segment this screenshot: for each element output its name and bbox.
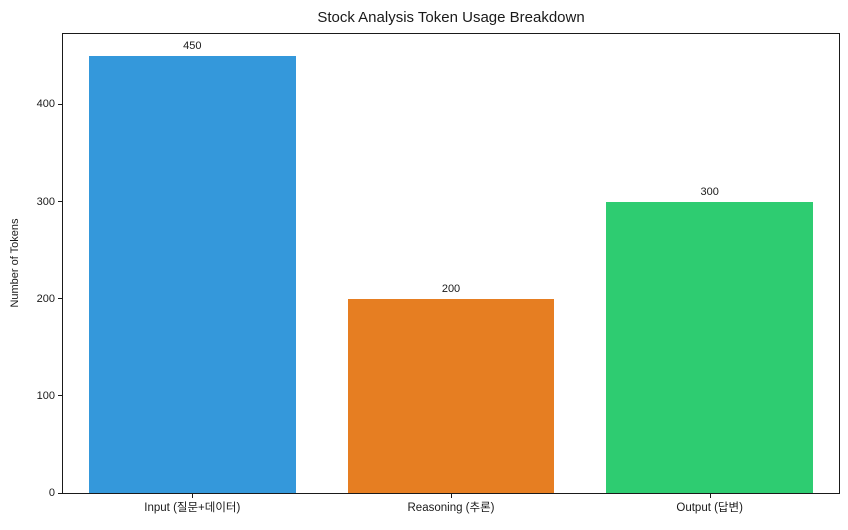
y-tick-mark (58, 395, 62, 397)
x-tick-label: Input (질문+데이터) (144, 502, 241, 514)
plot-area: 0 100 200 300 400 450 Input (질문+데이터) 200 Reasoni… (37, 33, 840, 514)
x-tick-mark (709, 494, 711, 498)
y-tick-mark (58, 103, 62, 105)
y-tick-label: 100 (36, 389, 55, 402)
y-tick-mark (58, 492, 62, 494)
y-tick-label: 400 (36, 98, 55, 111)
bar-1 (347, 298, 555, 493)
bar-value-label: 200 (441, 282, 461, 295)
y-tick-mark (58, 298, 62, 300)
y-tick-mark (58, 201, 62, 203)
bar-value-label: 300 (700, 185, 719, 198)
y-axis-label: Number of Tokens (9, 218, 21, 308)
x-tick-label: Reasoning (추론) (407, 502, 495, 514)
y-tick-label: 0 (48, 487, 55, 499)
bar-0 (88, 55, 296, 493)
chart-title: Stock Analysis Token Usage Breakdown (317, 9, 585, 26)
y-tick-label: 200 (36, 292, 55, 305)
x-tick-mark (451, 494, 452, 498)
bar-2 (606, 201, 814, 493)
x-tick-label: Output (답변) (676, 502, 743, 514)
y-tick-label: 300 (36, 195, 55, 208)
x-tick-mark (192, 494, 194, 498)
bar-value-label: 450 (183, 39, 202, 52)
